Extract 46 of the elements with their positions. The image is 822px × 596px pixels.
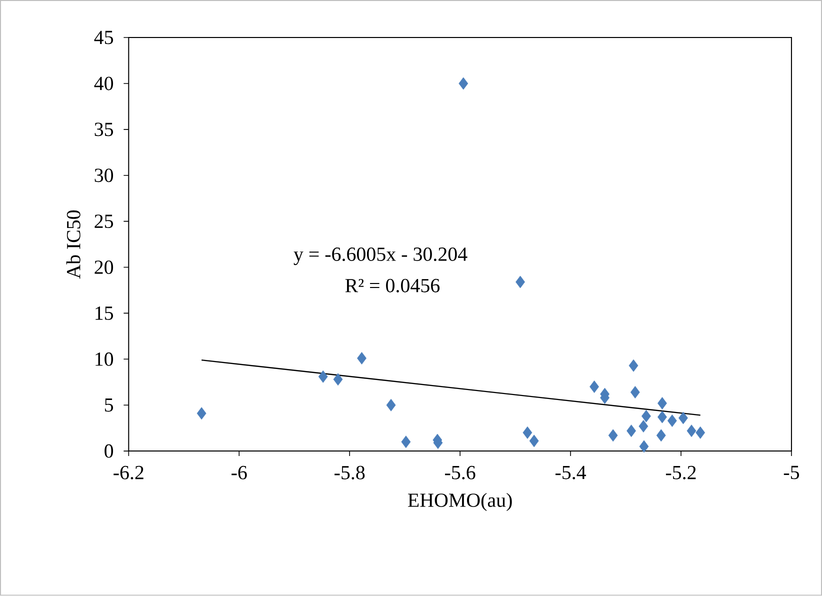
x-tick-label: -5.8 [334, 466, 365, 480]
point [628, 360, 638, 372]
point [678, 412, 688, 424]
x-tick-label: -5.6 [445, 466, 476, 480]
point [357, 352, 366, 365]
point [638, 420, 648, 433]
point [458, 77, 468, 90]
x-tick-label: -6 [232, 466, 247, 480]
point [522, 426, 532, 440]
point [667, 414, 677, 428]
y-tick-label: 0 [104, 444, 114, 458]
point [386, 399, 396, 412]
y-tick-label: 40 [94, 76, 114, 90]
x-tick-label: -5.4 [555, 466, 586, 480]
point [333, 373, 343, 386]
annotation: R² = 0.0456 [345, 279, 440, 293]
point [658, 410, 667, 424]
point [686, 424, 696, 438]
y-tick-label: 10 [96, 352, 114, 366]
y-tick-label: 15 [96, 306, 114, 320]
y-tick-label: 45 [94, 31, 114, 44]
point [630, 386, 640, 399]
x-axis-title: EHOMO(au) [408, 493, 512, 512]
y-tick-label: 35 [94, 122, 114, 136]
point [656, 429, 666, 442]
point [639, 440, 649, 453]
point [626, 424, 636, 438]
point [696, 426, 706, 440]
x-tick-label: -5 [784, 466, 800, 480]
x-tick-label: -5.2 [666, 466, 696, 480]
y-tick-label: 25 [94, 214, 114, 228]
point [608, 429, 618, 442]
y-tick-label: 5 [104, 398, 114, 412]
point [196, 407, 206, 420]
y-axis-title: Ab IC50 [66, 210, 80, 279]
point [642, 410, 651, 422]
point [529, 434, 539, 448]
point [516, 276, 525, 288]
y-tick-label: 20 [94, 260, 114, 274]
y-tick-label: 30 [94, 168, 114, 182]
point [318, 370, 328, 383]
point [658, 397, 667, 410]
annotation: y = -6.6005x - 30.204 [294, 248, 468, 266]
point [401, 436, 411, 448]
x-tick-label: -6.2 [114, 466, 144, 480]
point [590, 380, 599, 394]
